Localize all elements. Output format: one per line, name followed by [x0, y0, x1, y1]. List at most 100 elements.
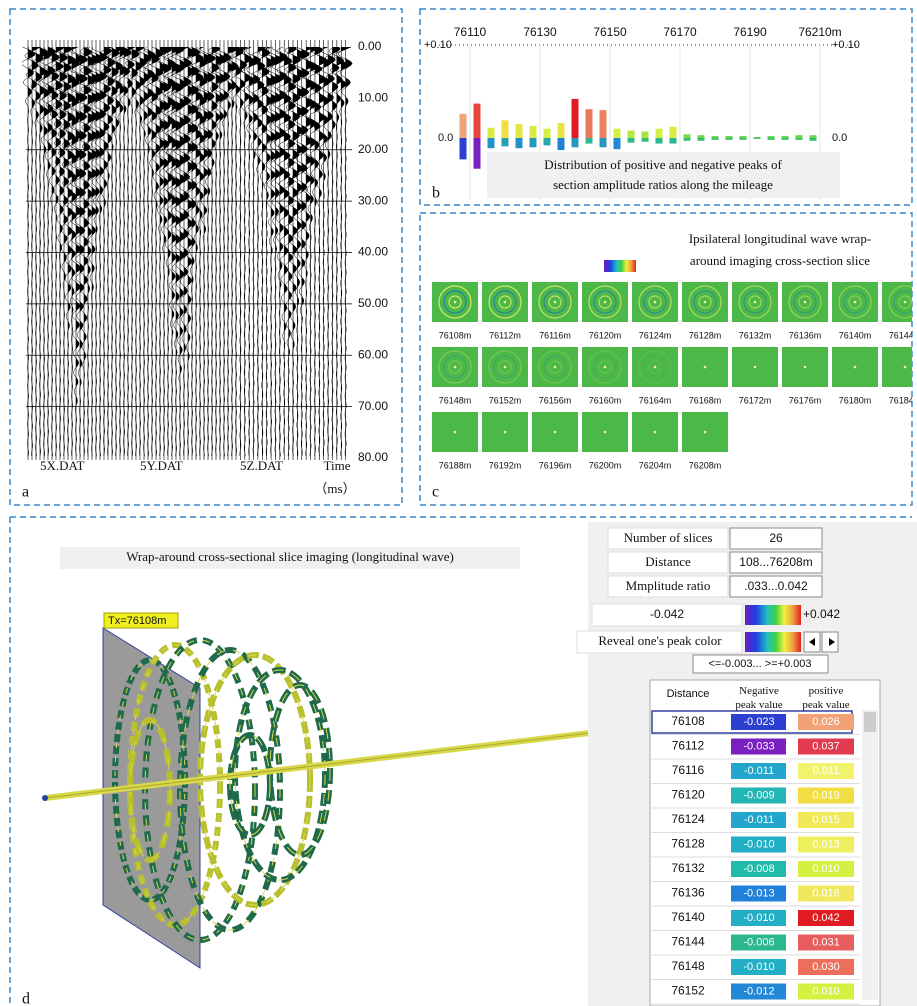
slice-label: 76172m: [739, 395, 772, 405]
distance-cell: 76136: [671, 886, 705, 900]
positive-bar: [740, 136, 747, 138]
range-max: +0.042: [803, 607, 840, 621]
field-label: Number of slices: [624, 530, 713, 545]
positive-value: 0.042: [812, 912, 840, 924]
center-dot: [554, 431, 557, 434]
center-dot: [554, 366, 557, 369]
negative-value: -0.008: [743, 863, 774, 875]
distance-cell: 76116: [672, 763, 705, 777]
slice-label: 76160m: [589, 395, 622, 405]
negative-value: -0.023: [743, 716, 774, 728]
positive-bar: [628, 131, 635, 138]
figure: 0.0010.0020.0030.0040.0050.0060.0070.008…: [0, 0, 917, 1006]
positive-bar: [600, 110, 607, 138]
negative-bar: [558, 138, 565, 150]
center-dot: [804, 301, 807, 304]
slice-label: 76156m: [539, 395, 572, 405]
slice-label: 76200m: [589, 460, 622, 470]
caption: section amplitude ratios along the milea…: [553, 177, 773, 192]
range-min: -0.042: [650, 607, 684, 621]
center-dot: [654, 431, 657, 434]
y-tick-label: 0.0: [832, 132, 847, 144]
axis-unit: （ms）: [314, 481, 355, 496]
slice-label: 76188m: [439, 460, 472, 470]
positive-bar: [614, 129, 621, 138]
distance-cell: 76148: [671, 959, 705, 973]
center-dot: [704, 366, 707, 369]
threshold: <=-0.003... >=+0.003: [708, 658, 811, 670]
y-tick-label: 0.0: [438, 132, 453, 144]
y-tick-label: 0.00: [358, 39, 382, 53]
positive-value: 0.013: [812, 838, 840, 850]
slice-label: 76128m: [689, 330, 722, 340]
colorbar: [745, 632, 801, 652]
colorbar: [604, 260, 636, 272]
distance-cell: 76144: [671, 935, 705, 949]
distance-cell: 76140: [671, 910, 705, 924]
slice-label: 76108m: [439, 330, 472, 340]
trace-label: 5X.DAT: [40, 458, 84, 473]
x-tick-label: 76110: [454, 25, 487, 39]
table-header: Distance: [667, 688, 710, 700]
negative-value: -0.013: [743, 887, 774, 899]
y-tick-label: 50.00: [358, 296, 388, 310]
y-tick-label: 40.00: [358, 245, 388, 259]
positive-bar: [684, 134, 691, 138]
positive-value: 0.010: [812, 863, 840, 875]
positive-value: 0.011: [813, 765, 840, 777]
scroll-thumb[interactable]: [864, 712, 876, 732]
slice-label: 76116m: [539, 330, 571, 340]
distance-cell: 76132: [671, 861, 705, 875]
y-tick-label: +0.10: [424, 39, 452, 51]
distance-cell: 76152: [671, 984, 705, 998]
slice-label: 76124m: [639, 330, 672, 340]
negative-bar: [530, 138, 537, 147]
tx-label: Tx=76108m: [108, 615, 166, 627]
positive-bar: [586, 109, 593, 138]
slice-label: 76196m: [539, 460, 572, 470]
negative-bar: [810, 138, 817, 141]
negative-bar: [782, 138, 789, 140]
positive-value: 0.019: [812, 789, 840, 801]
wiggle-line: [129, 47, 144, 456]
positive-bar: [656, 129, 663, 138]
colorbar: [745, 605, 801, 625]
center-dot: [454, 366, 457, 369]
slice-label: 76180m: [839, 395, 872, 405]
panel-a: 0.0010.0020.0030.0040.0050.0060.0070.008…: [12, 39, 388, 504]
center-dot: [454, 301, 457, 304]
center-dot: [854, 366, 857, 369]
negative-bar: [460, 138, 467, 159]
slice-label: 76204m: [639, 460, 672, 470]
positive-value: 0.031: [812, 936, 840, 948]
slice-label: 76120m: [589, 330, 622, 340]
positive-bar: [544, 129, 551, 138]
negative-value: -0.010: [743, 961, 774, 973]
center-dot: [904, 301, 907, 304]
negative-bar: [684, 138, 691, 141]
trace-label: 5Y.DAT: [140, 458, 183, 473]
slice-thumb: [882, 347, 917, 387]
slice-label: 76208m: [689, 460, 722, 470]
y-tick-label: 60.00: [358, 347, 388, 361]
y-tick-label: 30.00: [358, 193, 388, 207]
panel-b: 761107613076150761707619076210m+0.10+0.1…: [422, 25, 860, 204]
title: Wrap-around cross-sectional slice imagin…: [126, 549, 454, 564]
axis-title: Time: [324, 458, 351, 473]
negative-bar: [768, 138, 775, 140]
positive-bar: [782, 136, 789, 138]
distance-cell: 76120: [671, 788, 705, 802]
center-dot: [704, 431, 707, 434]
slice-label: 76152m: [489, 395, 522, 405]
field-value: 26: [769, 531, 783, 545]
negative-value: -0.010: [743, 838, 774, 850]
distance-cell: 76112: [672, 739, 705, 753]
field-value: .033...0.042: [744, 579, 808, 593]
y-tick-label: 80.00: [358, 450, 388, 464]
positive-bar: [796, 135, 803, 138]
panel-label: a: [22, 484, 29, 501]
slice-label: 76140m: [839, 330, 872, 340]
negative-bar: [754, 138, 761, 139]
positive-bar: [516, 124, 523, 138]
